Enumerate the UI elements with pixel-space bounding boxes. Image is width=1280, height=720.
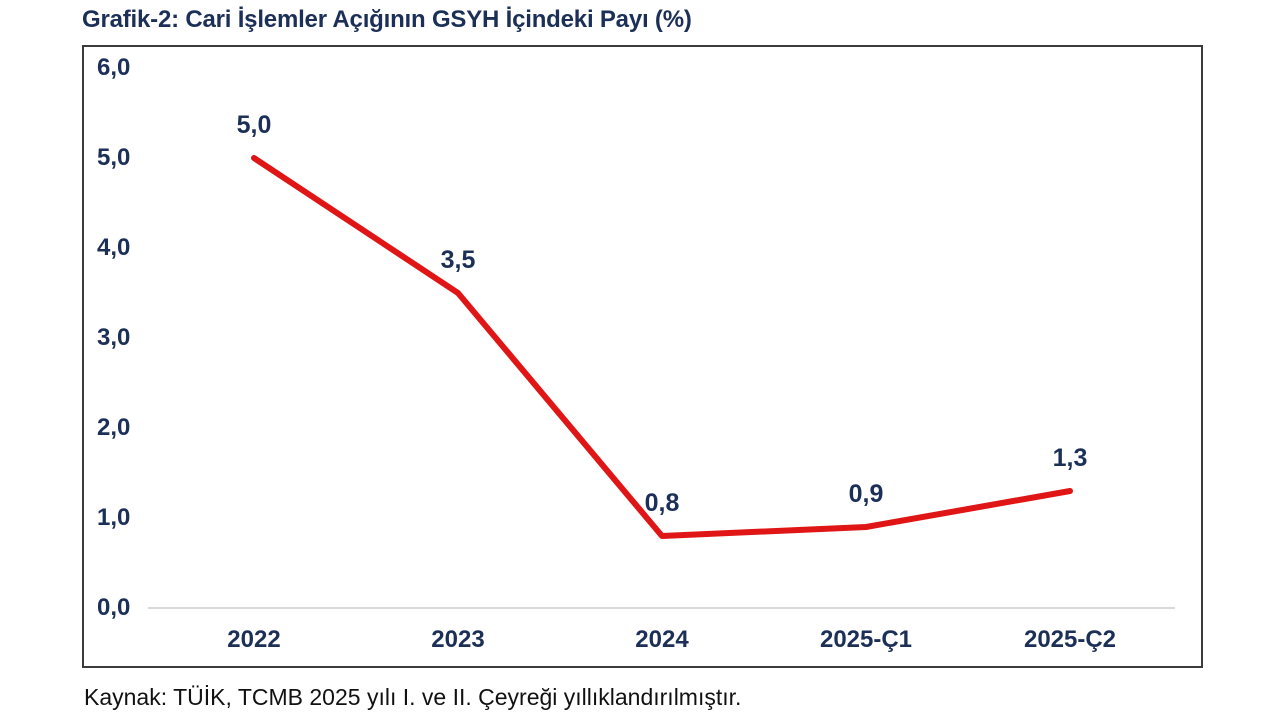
chart-title: Grafik-2: Cari İşlemler Açığının GSYH İç… xyxy=(82,6,692,33)
data-label: 3,5 xyxy=(440,246,476,274)
data-label: 1,3 xyxy=(1052,444,1088,472)
data-label: 5,0 xyxy=(236,111,272,139)
zero-gridline xyxy=(148,607,1175,609)
y-axis-tick-label: 3,0 xyxy=(97,324,131,351)
x-axis-label: 2023 xyxy=(431,626,485,653)
y-axis-tick-label: 6,0 xyxy=(97,54,131,81)
data-label: 0,8 xyxy=(644,489,680,517)
x-axis-label: 2022 xyxy=(227,626,281,653)
source-note: Kaynak: TÜİK, TCMB 2025 yılı I. ve II. Ç… xyxy=(84,684,742,710)
y-axis-tick-label: 2,0 xyxy=(97,414,131,441)
y-axis-tick-label: 1,0 xyxy=(97,504,131,531)
line-series xyxy=(251,155,1073,539)
y-axis-tick-label: 4,0 xyxy=(97,234,131,261)
x-axis-label: 2025-Ç2 xyxy=(1023,626,1117,653)
y-axis-tick-label: 0,0 xyxy=(97,594,131,621)
x-axis-label: 2025-Ç1 xyxy=(819,626,913,653)
y-axis-tick-label: 5,0 xyxy=(97,144,131,171)
x-axis-label: 2024 xyxy=(635,626,689,653)
series-polyline xyxy=(251,155,1073,539)
data-label: 0,9 xyxy=(848,480,884,508)
plot-area: 6,0 5,0 4,0 3,0 2,0 1,0 0,0 2022 2023 2024 2025-Ç1… xyxy=(82,45,1203,668)
